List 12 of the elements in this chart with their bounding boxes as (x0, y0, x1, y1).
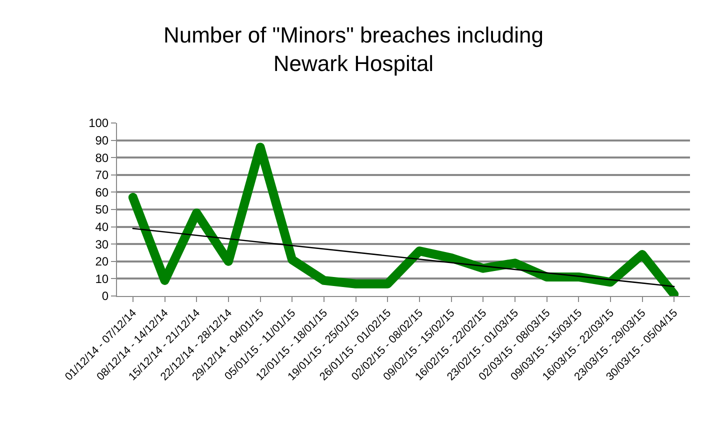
y-tick-label: 100 (88, 116, 109, 130)
y-tick-label: 40 (95, 220, 109, 234)
y-tick-label: 50 (95, 202, 109, 217)
y-tick-label: 20 (95, 254, 109, 269)
y-tick-label: 10 (95, 272, 109, 286)
y-tick-label: 30 (95, 237, 109, 252)
y-tick-label: 60 (95, 185, 109, 200)
y-tick-label: 0 (102, 289, 109, 304)
y-tick-label: 90 (95, 134, 109, 148)
y-tick-label: 80 (95, 150, 109, 165)
chart-title: Number of "Minors" breaches including Newark Hospital (163, 22, 544, 76)
y-tick-label: 70 (95, 168, 109, 182)
